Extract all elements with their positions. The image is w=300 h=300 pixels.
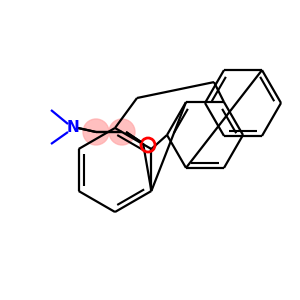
Circle shape — [109, 119, 135, 145]
Text: N: N — [67, 121, 80, 136]
Circle shape — [83, 119, 109, 145]
